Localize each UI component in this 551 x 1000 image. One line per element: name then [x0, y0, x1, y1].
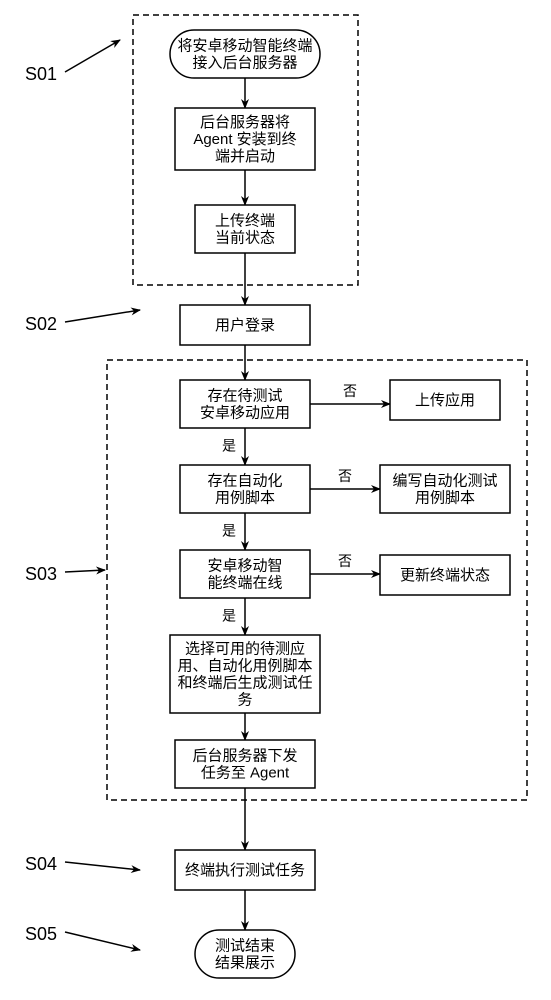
node-text-n_dispatch: 后台服务器下发任务至 Agent: [192, 747, 297, 781]
edge-label-9: 否: [338, 553, 352, 569]
edge-label-5: 否: [343, 383, 357, 399]
label-arrow-s02: [65, 310, 140, 322]
step-label-s02: S02: [25, 314, 57, 334]
node-text-n_online: 安卓移动智能终端在线: [207, 556, 282, 591]
label-arrow-s01: [65, 40, 120, 72]
edge-label-4: 是: [222, 438, 236, 454]
node-text-n_start: 将安卓移动智能终端接入后台服务器: [177, 36, 312, 71]
edge-label-7: 否: [338, 468, 352, 484]
step-label-s04: S04: [25, 854, 57, 874]
edge-label-8: 是: [222, 608, 236, 624]
node-text-n_end: 测试结束结果展示: [215, 937, 275, 971]
step-label-s05: S05: [25, 924, 57, 944]
node-text-n_exec: 终端执行测试任务: [185, 862, 305, 879]
node-text-n_update_state: 更新终端状态: [400, 567, 490, 584]
node-text-n_exist_script: 存在自动化用例脚本: [207, 472, 282, 506]
step-label-s03: S03: [25, 564, 57, 584]
node-text-n_login: 用户登录: [215, 317, 275, 334]
label-arrow-s03: [65, 570, 105, 572]
edge-label-6: 是: [222, 523, 236, 539]
label-arrow-s05: [65, 932, 140, 950]
node-text-n_upload_state: 上传终端当前状态: [215, 212, 275, 246]
node-text-n_exist_app: 存在待测试安卓移动应用: [200, 387, 290, 421]
label-arrow-s04: [65, 862, 140, 870]
node-text-n_upload_app: 上传应用: [415, 391, 475, 409]
step-label-s01: S01: [25, 64, 57, 84]
